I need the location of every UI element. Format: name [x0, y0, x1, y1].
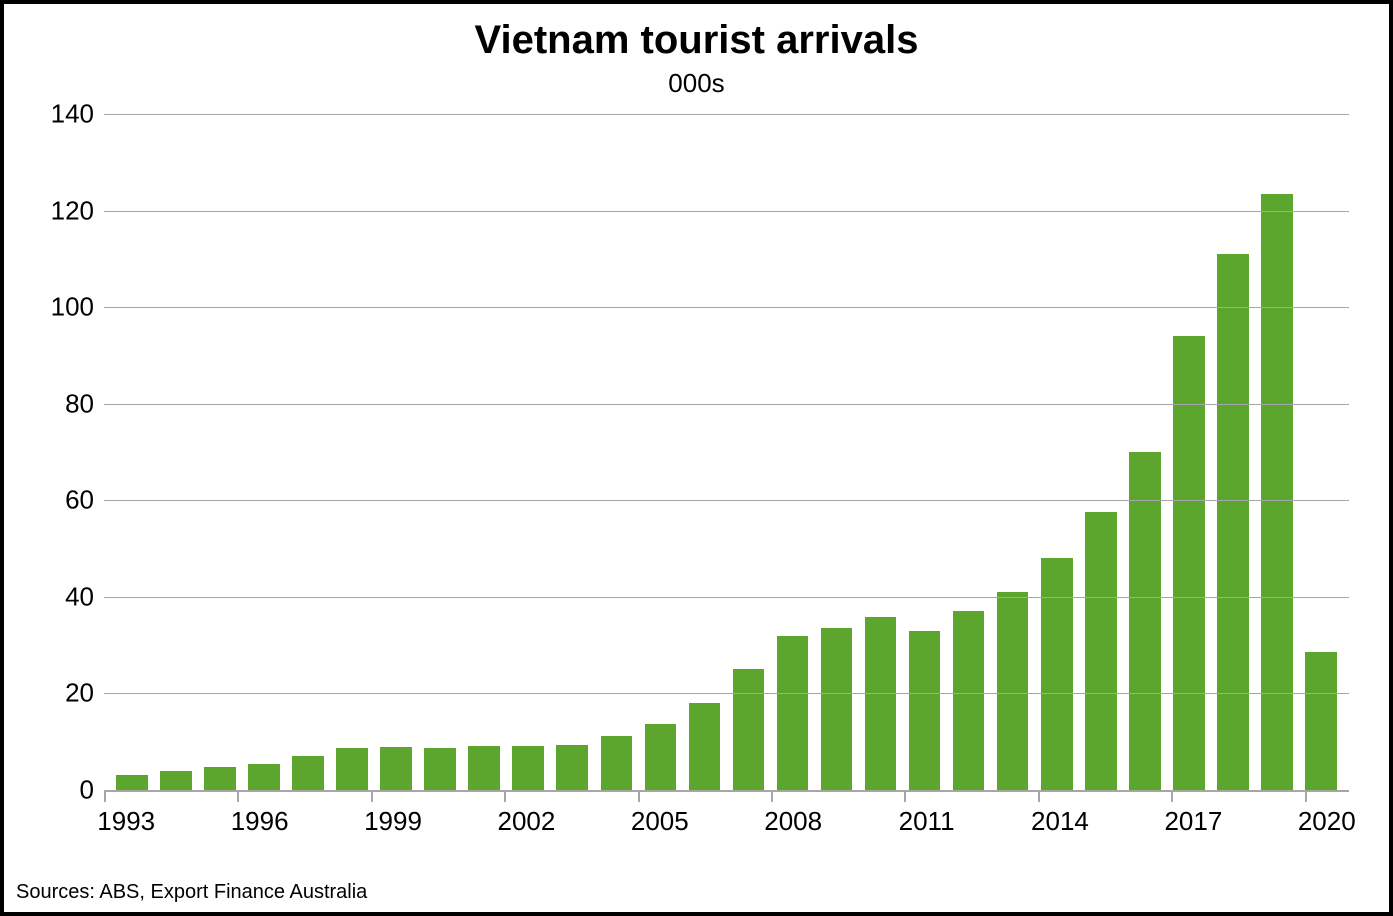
bars-row — [104, 114, 1349, 790]
gridline — [104, 500, 1349, 501]
gridline — [104, 693, 1349, 694]
bar-2006 — [689, 703, 721, 790]
bar-slot — [770, 114, 814, 790]
bar-2016 — [1129, 452, 1161, 790]
y-tick-label: 0 — [24, 775, 104, 806]
gridline — [104, 597, 1349, 598]
bar-1993 — [116, 775, 148, 790]
source-note: Sources: ABS, Export Finance Australia — [16, 881, 367, 904]
bar-slot — [198, 114, 242, 790]
bar-slot — [594, 114, 638, 790]
bar-slot — [1211, 114, 1255, 790]
x-tick — [1171, 792, 1173, 802]
bar-slot — [1167, 114, 1211, 790]
x-tick — [104, 792, 106, 802]
y-tick-label: 100 — [24, 292, 104, 323]
bar-slot — [726, 114, 770, 790]
bar-1999 — [380, 747, 412, 790]
x-tick-label: 1996 — [231, 806, 289, 837]
x-tick — [237, 792, 239, 802]
gridline — [104, 307, 1349, 308]
bar-slot — [550, 114, 594, 790]
bar-1996 — [248, 764, 280, 790]
bar-2004 — [601, 736, 633, 790]
gridline — [104, 211, 1349, 212]
bar-slot — [859, 114, 903, 790]
bar-slot — [1299, 114, 1343, 790]
bar-slot — [1123, 114, 1167, 790]
bar-1995 — [204, 767, 236, 790]
bar-2015 — [1085, 512, 1117, 790]
bar-2001 — [468, 746, 500, 790]
x-tick — [504, 792, 506, 802]
bar-2009 — [821, 628, 853, 790]
bar-2005 — [645, 724, 677, 790]
bar-2012 — [953, 611, 985, 790]
y-tick-label: 40 — [24, 581, 104, 612]
bar-slot — [638, 114, 682, 790]
bar-slot — [1035, 114, 1079, 790]
bar-slot — [991, 114, 1035, 790]
x-tick-label: 1999 — [364, 806, 422, 837]
bar-1997 — [292, 756, 324, 790]
x-tick-label: 2008 — [764, 806, 822, 837]
bar-1994 — [160, 771, 192, 790]
chart-title: Vietnam tourist arrivals — [4, 18, 1389, 62]
bar-2019 — [1261, 194, 1293, 790]
x-tick-label: 2014 — [1031, 806, 1089, 837]
bar-slot — [110, 114, 154, 790]
bar-slot — [1255, 114, 1299, 790]
bar-slot — [330, 114, 374, 790]
bar-slot — [462, 114, 506, 790]
bar-slot — [154, 114, 198, 790]
chart-subtitle: 000s — [4, 68, 1389, 99]
chart-frame: Vietnam tourist arrivals 000s 0204060801… — [0, 0, 1393, 916]
bar-2013 — [997, 592, 1029, 790]
plot-wrap: 020406080100120140 1993 1996 1999 2002 2005 2… — [24, 114, 1369, 842]
bar-2000 — [424, 748, 456, 790]
y-tick-label: 60 — [24, 485, 104, 516]
y-tick-label: 80 — [24, 388, 104, 419]
bar-slot — [506, 114, 550, 790]
bar-slot — [903, 114, 947, 790]
x-axis: 1993199619992002200520082011201420172020 — [104, 792, 1349, 842]
bar-2010 — [865, 617, 897, 790]
bar-2011 — [909, 631, 941, 790]
y-tick-label: 140 — [24, 99, 104, 130]
bar-slot — [418, 114, 462, 790]
bar-slot — [815, 114, 859, 790]
bar-2014 — [1041, 558, 1073, 790]
x-tick-label: 2005 — [631, 806, 689, 837]
bar-2003 — [556, 745, 588, 790]
bar-1998 — [336, 748, 368, 790]
x-tick-label: 2011 — [899, 806, 955, 837]
bar-slot — [682, 114, 726, 790]
y-tick-label: 20 — [24, 678, 104, 709]
gridline — [104, 114, 1349, 115]
x-tick-label: 1993 — [97, 806, 155, 837]
x-tick-label: 2017 — [1164, 806, 1222, 837]
bar-2020 — [1305, 652, 1337, 790]
gridline — [104, 404, 1349, 405]
y-tick-label: 120 — [24, 195, 104, 226]
bar-2018 — [1217, 254, 1249, 790]
x-tick — [371, 792, 373, 802]
bar-2008 — [777, 636, 809, 790]
x-tick — [1038, 792, 1040, 802]
bar-slot — [242, 114, 286, 790]
bar-slot — [374, 114, 418, 790]
bar-slot — [1079, 114, 1123, 790]
plot-area: 020406080100120140 — [104, 114, 1349, 792]
x-tick — [1305, 792, 1307, 802]
x-tick — [638, 792, 640, 802]
bar-slot — [947, 114, 991, 790]
x-tick-label: 2020 — [1298, 806, 1356, 837]
bar-2007 — [733, 669, 765, 790]
x-tick-label: 2002 — [497, 806, 555, 837]
bar-slot — [286, 114, 330, 790]
x-tick — [904, 792, 906, 802]
x-tick — [771, 792, 773, 802]
bar-2002 — [512, 746, 544, 790]
